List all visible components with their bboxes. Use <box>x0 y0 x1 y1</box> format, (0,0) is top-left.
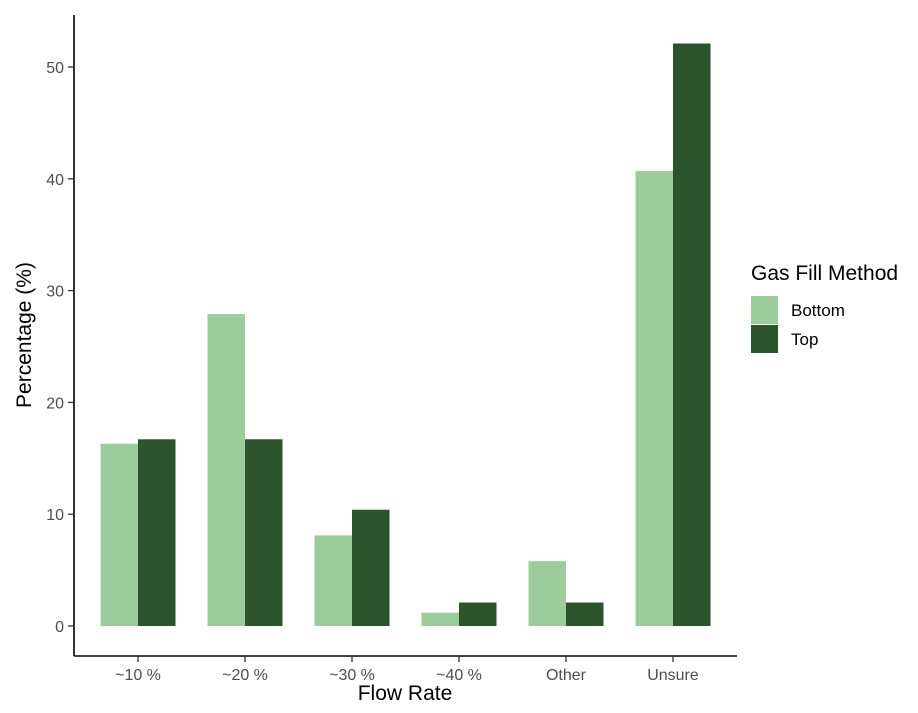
legend-label-top: Top <box>791 330 818 349</box>
legend: Gas Fill Method Bottom Top <box>751 262 898 353</box>
bar-top-2 <box>245 439 283 626</box>
x-tick-label: Unsure <box>647 667 699 684</box>
x-tick-label: ~20 % <box>222 667 268 684</box>
bar-top-3 <box>352 509 390 626</box>
y-tick-label: 10 <box>46 507 64 524</box>
x-tick-label: Other <box>546 667 587 684</box>
bars-layer <box>100 43 711 627</box>
y-tick-label: 30 <box>46 284 64 301</box>
x-ticks: ~10 % ~20 % ~30 % ~40 % Other Unsure <box>115 656 699 684</box>
legend-swatch-top <box>751 325 778 353</box>
y-tick-label: 40 <box>46 172 64 189</box>
y-tick-label: 50 <box>46 60 64 77</box>
legend-items: Bottom Top <box>751 296 845 353</box>
legend-swatch-bottom <box>751 296 778 324</box>
x-axis-title: Flow Rate <box>358 682 453 705</box>
bar-top-6 <box>673 43 711 627</box>
bar-bottom-5 <box>528 561 566 626</box>
y-tick-label: 20 <box>46 395 64 412</box>
bar-bottom-1 <box>100 443 138 626</box>
legend-label-bottom: Bottom <box>791 301 845 320</box>
x-tick-label: ~30 % <box>329 667 375 684</box>
bar-top-1 <box>138 439 176 626</box>
bar-bottom-2 <box>207 314 245 626</box>
bar-bottom-6 <box>635 170 673 626</box>
x-tick-label: ~10 % <box>115 667 161 684</box>
x-tick-label: ~40 % <box>436 667 482 684</box>
y-axis-title: Percentage (%) <box>13 262 36 408</box>
bar-top-5 <box>566 602 604 626</box>
legend-title: Gas Fill Method <box>751 262 898 285</box>
bar-bottom-3 <box>314 535 352 626</box>
axes-layer <box>73 15 737 657</box>
bar-bottom-4 <box>421 612 459 626</box>
y-tick-label: 0 <box>55 619 64 636</box>
bar-top-4 <box>459 602 497 626</box>
y-ticks: 0 10 20 30 40 50 <box>46 60 74 636</box>
